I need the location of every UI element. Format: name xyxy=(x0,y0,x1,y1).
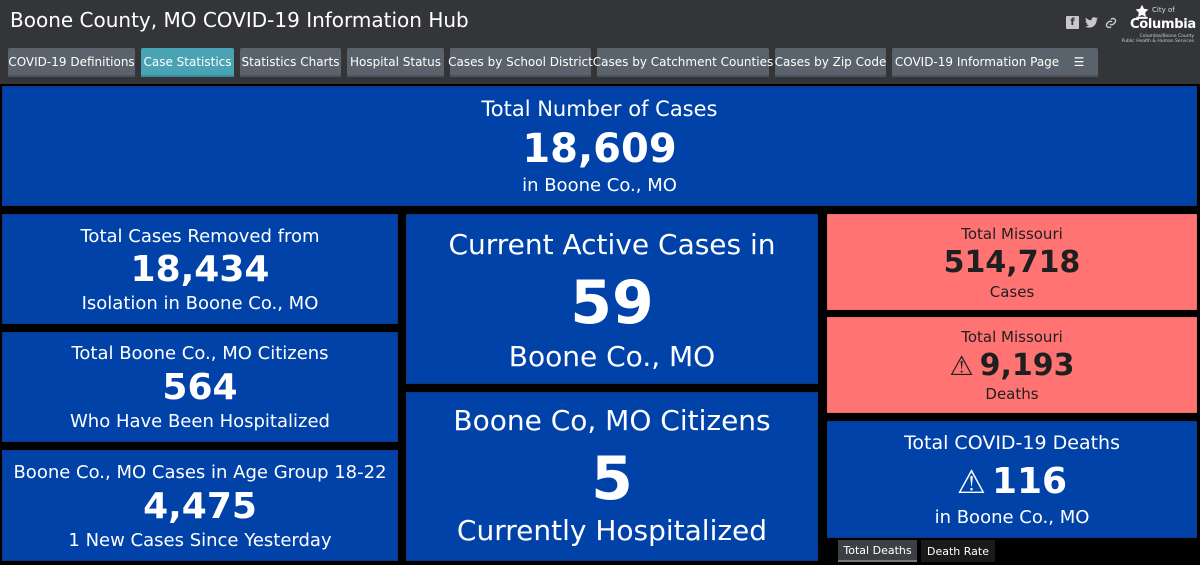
active-cases-label: Current Active Cases in xyxy=(448,228,776,261)
total-hospitalized-label: Total Boone Co., MO Citizens xyxy=(71,343,329,364)
facebook-icon[interactable]: f xyxy=(1066,16,1079,29)
missouri-deaths-sub: Deaths xyxy=(985,385,1039,403)
city-seal-icon xyxy=(1134,4,1150,24)
tab-covid-definitions[interactable]: COVID-19 Definitions xyxy=(8,48,135,77)
tab-statistics-charts[interactable]: Statistics Charts xyxy=(240,48,341,77)
warning-icon: ⚠ xyxy=(956,463,986,501)
missouri-cases-sub: Cases xyxy=(989,283,1035,301)
age-group-sub: 1 New Cases Since Yesterday xyxy=(68,530,332,551)
tab-case-statistics[interactable]: Case Statistics xyxy=(141,48,234,77)
cases-removed-panel: Total Cases Removed from 18,434 Isolatio… xyxy=(2,214,398,324)
missouri-cases-value: 514,718 xyxy=(943,245,1081,280)
city-logo: City of Columbia Columbia/Boone County P… xyxy=(1121,4,1196,44)
age-group-value: 4,475 xyxy=(143,486,257,527)
tab-cases-by-school-district[interactable]: Cases by School District xyxy=(448,48,593,77)
missouri-deaths-value-row: ⚠ 9,193 xyxy=(828,351,1196,381)
cases-removed-sub: Isolation in Boone Co., MO xyxy=(81,293,319,314)
tab-menu-icon[interactable]: ☰ xyxy=(1060,48,1098,77)
covid-deaths-panel: Total COVID-19 Deaths ⚠ 116 in Boone Co.,… xyxy=(827,421,1197,538)
tab-covid-info-page[interactable]: COVID-19 Information Page xyxy=(892,48,1062,77)
covid-deaths-sub: in Boone Co., MO xyxy=(934,507,1090,528)
missouri-cases-panel: Total Missouri 514,718 Cases xyxy=(827,214,1197,310)
tab-hospital-status[interactable]: Hospital Status xyxy=(347,48,444,77)
currently-hospitalized-label: Boone Co, MO Citizens xyxy=(453,404,771,437)
social-links: f xyxy=(1066,16,1117,29)
warning-icon: ⚠ xyxy=(949,351,974,382)
active-cases-sub: Boone Co., MO xyxy=(508,340,716,373)
cases-removed-value: 18,434 xyxy=(130,249,270,290)
twitter-icon[interactable] xyxy=(1085,16,1098,29)
app-title: Boone County, MO COVID-19 Information Hu… xyxy=(10,8,469,32)
header-bar: Boone County, MO COVID-19 Information Hu… xyxy=(0,0,1200,84)
missouri-deaths-label: Total Missouri xyxy=(961,328,1063,346)
tab-death-rate[interactable]: Death Rate xyxy=(921,540,995,562)
active-cases-panel: Current Active Cases in 59 Boone Co., MO xyxy=(406,214,818,384)
total-cases-panel: Total Number of Cases 18,609 in Boone Co… xyxy=(2,86,1197,206)
tab-cases-by-zip-code[interactable]: Cases by Zip Code xyxy=(775,48,886,77)
missouri-deaths-panel: Total Missouri ⚠ 9,193 Deaths xyxy=(827,317,1197,413)
total-cases-value: 18,609 xyxy=(522,126,677,172)
currently-hospitalized-value: 5 xyxy=(591,444,633,514)
active-cases-value: 59 xyxy=(570,268,654,338)
tab-total-deaths[interactable]: Total Deaths xyxy=(838,540,917,562)
currently-hospitalized-panel: Boone Co, MO Citizens 5 Currently Hospit… xyxy=(406,392,818,561)
covid-deaths-label: Total COVID-19 Deaths xyxy=(904,432,1120,454)
missouri-deaths-value: 9,193 xyxy=(979,348,1075,383)
total-hospitalized-sub: Who Have Been Hospitalized xyxy=(70,411,330,432)
tab-cases-by-catchment-counties[interactable]: Cases by Catchment Counties xyxy=(593,48,773,77)
covid-deaths-value: 116 xyxy=(991,461,1068,502)
age-group-panel: Boone Co., MO Cases in Age Group 18-22 4… xyxy=(2,450,398,561)
total-cases-sub: in Boone Co., MO xyxy=(522,175,677,196)
total-hospitalized-value: 564 xyxy=(162,367,238,408)
age-group-label: Boone Co., MO Cases in Age Group 18-22 xyxy=(13,462,387,483)
currently-hospitalized-sub: Currently Hospitalized xyxy=(456,514,768,547)
total-cases-label: Total Number of Cases xyxy=(481,97,718,121)
missouri-cases-label: Total Missouri xyxy=(961,225,1063,243)
cases-removed-label: Total Cases Removed from xyxy=(80,226,320,247)
total-hospitalized-panel: Total Boone Co., MO Citizens 564 Who Hav… xyxy=(2,332,398,442)
covid-deaths-value-row: ⚠ 116 xyxy=(828,464,1196,500)
link-icon[interactable] xyxy=(1104,16,1117,29)
